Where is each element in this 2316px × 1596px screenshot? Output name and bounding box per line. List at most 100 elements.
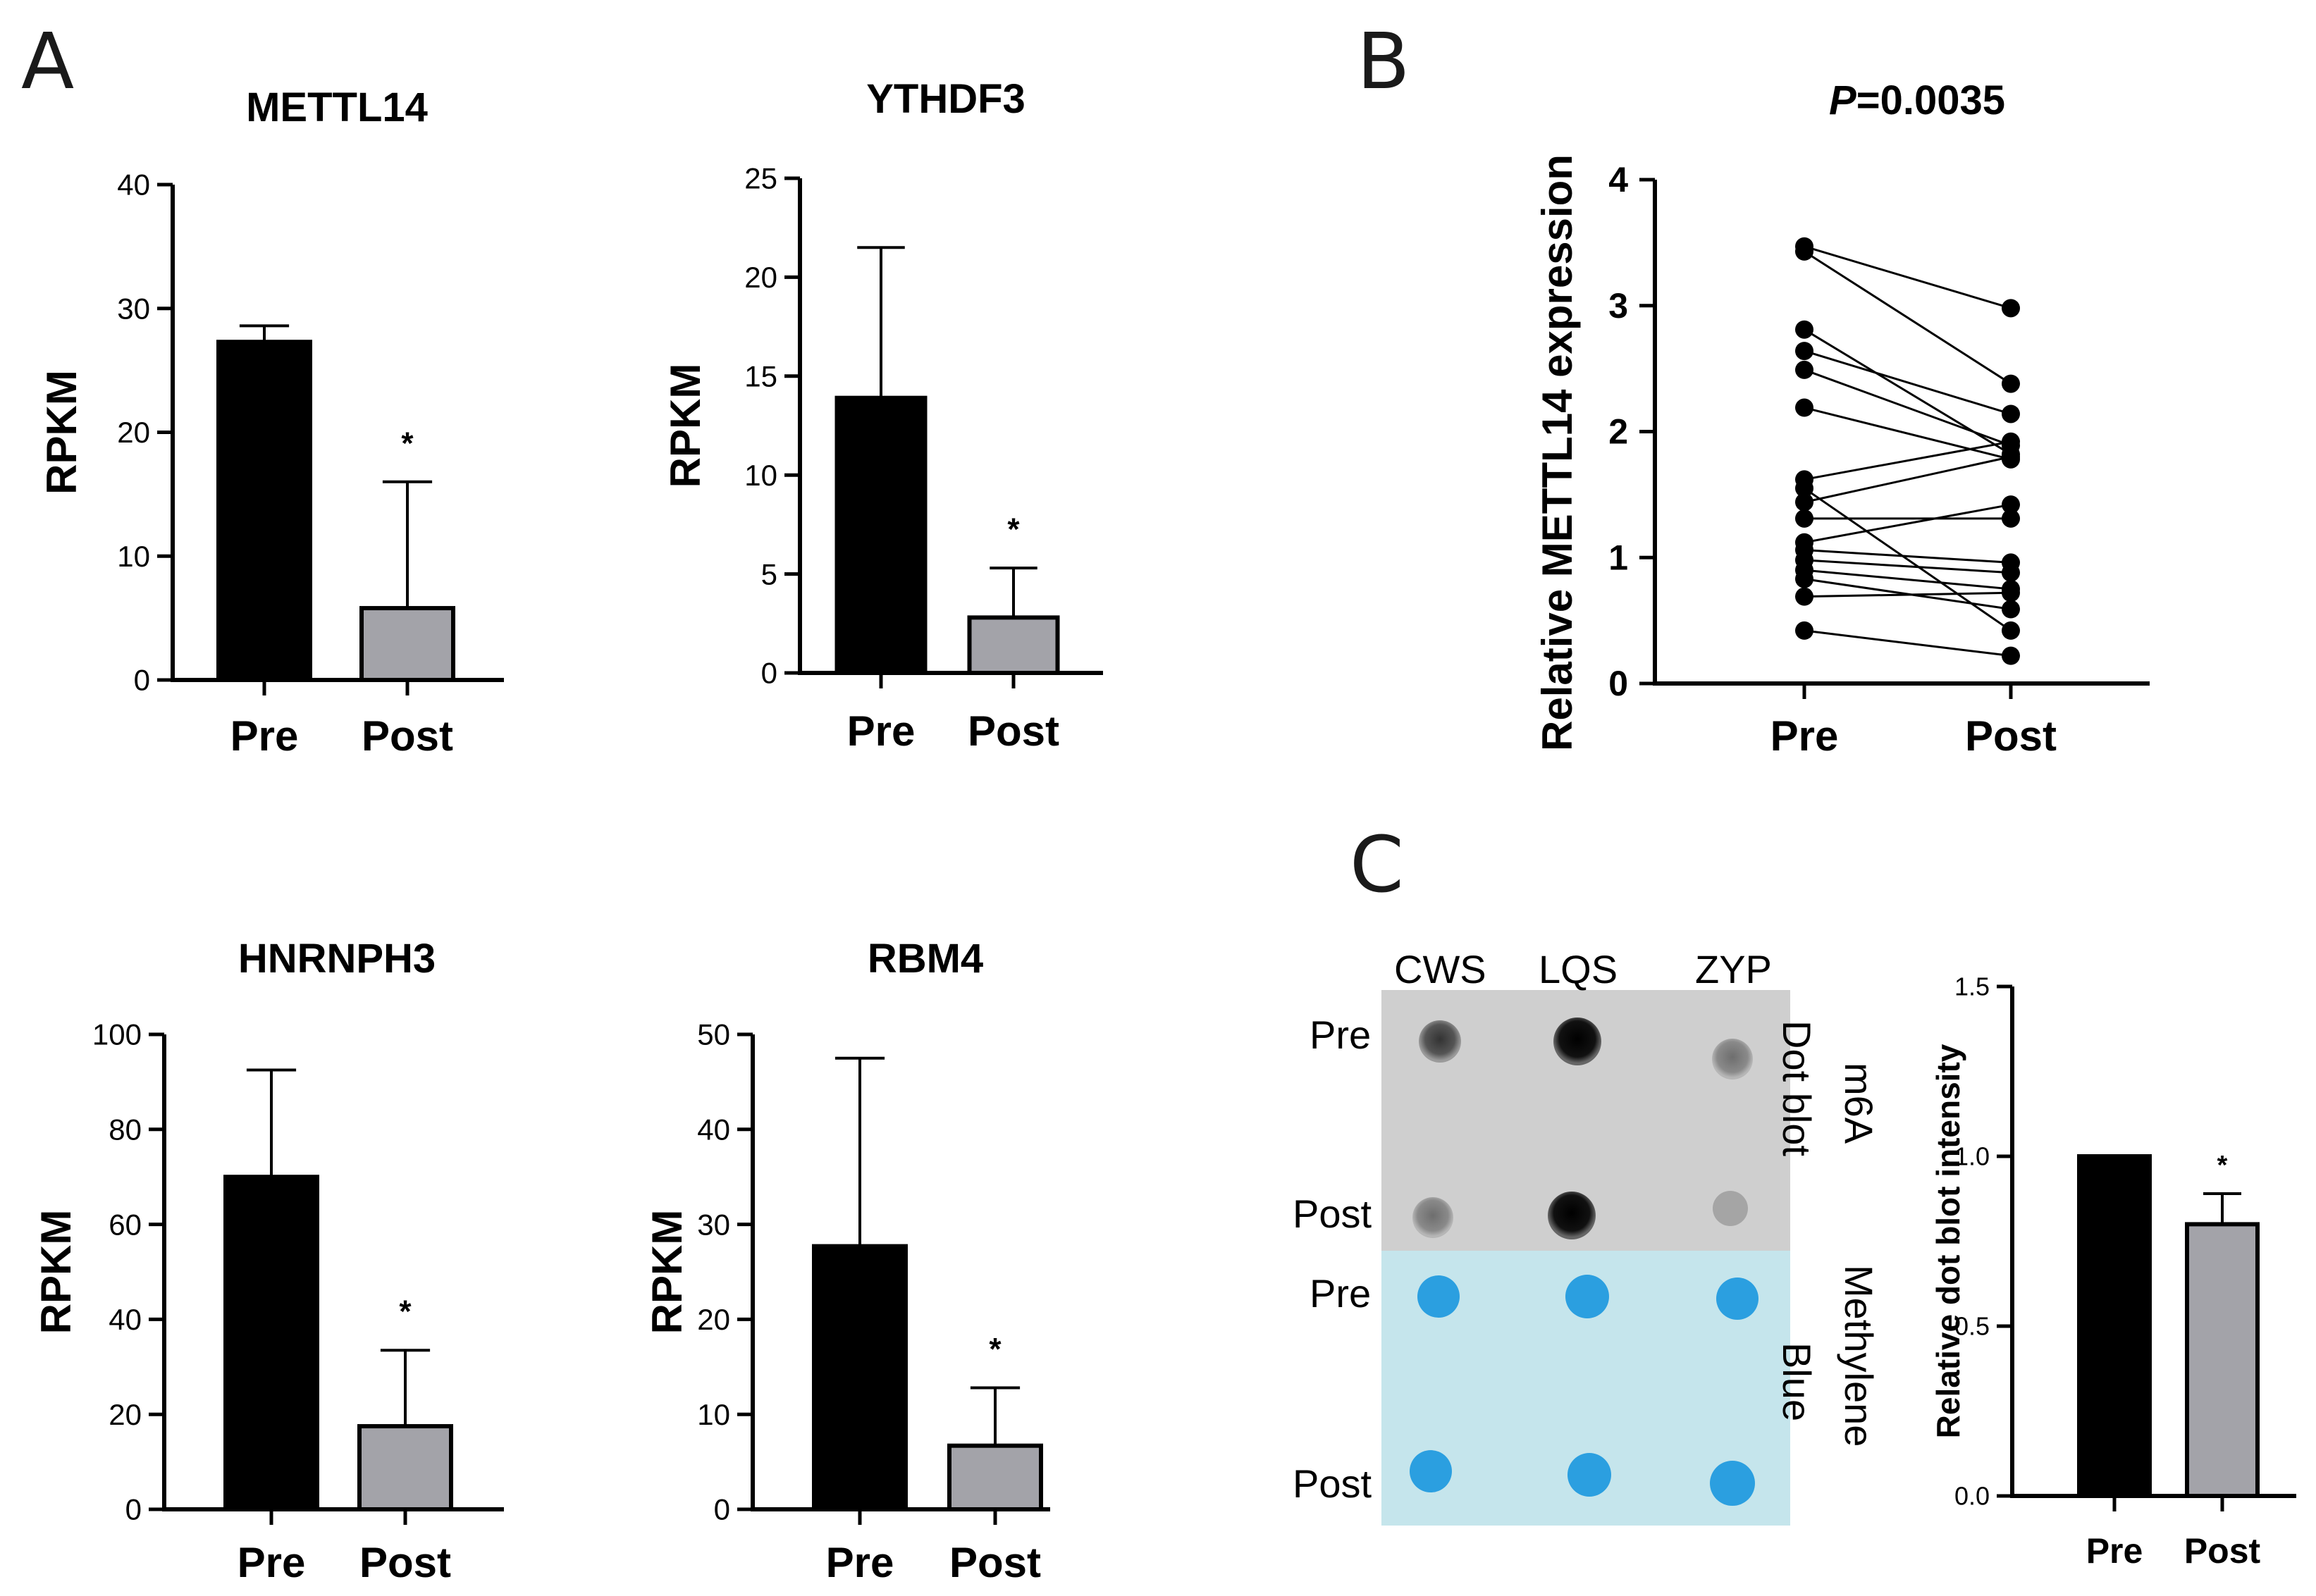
- pair-line: [1804, 559, 2012, 574]
- point-post: [2002, 621, 2020, 640]
- y-tick-label: 0: [1608, 664, 1628, 703]
- row-label-pre-m6a: Pre: [1310, 1013, 1371, 1057]
- pair-line: [1804, 440, 2012, 481]
- point-post: [2002, 299, 2020, 318]
- x-tick-label-pre: Pre: [826, 1539, 894, 1586]
- point-pre: [1795, 242, 1813, 261]
- point-pre: [1795, 478, 1813, 497]
- point-pre: [1795, 621, 1813, 640]
- x-tick-label-pre: Pre: [2086, 1531, 2143, 1571]
- point-pre: [1795, 509, 1813, 528]
- y-tick-label: 20: [117, 416, 150, 449]
- pair-line: [1804, 369, 2012, 447]
- y-axis-label: RPKM: [662, 364, 709, 488]
- point-pre: [1795, 569, 1813, 588]
- pair-line: [1804, 250, 2012, 385]
- pair-line: [1804, 629, 2012, 657]
- chart-title: HNRNPH3: [238, 936, 436, 982]
- pair-line: [1804, 591, 2012, 598]
- y-tick-label: 10: [117, 540, 150, 573]
- blot-dot-mb-post-zyp: [1710, 1461, 1755, 1506]
- point-post: [2002, 374, 2020, 393]
- blot-dot-mb-pre-lqs: [1565, 1275, 1609, 1318]
- y-tick-label: 100: [92, 1018, 142, 1051]
- point-post: [2002, 495, 2020, 514]
- sample-label-lqs: LQS: [1539, 947, 1618, 991]
- bar-post: [967, 615, 1060, 675]
- y-tick-label: 0: [134, 664, 150, 697]
- y-tick-label: 1: [1608, 538, 1628, 577]
- blot-dot-m6a-pre-cws: [1419, 1020, 1461, 1063]
- blot-dot-m6a-pre-lqs: [1553, 1017, 1601, 1065]
- bar-pre: [2077, 1154, 2152, 1498]
- point-post: [2002, 646, 2020, 665]
- blot-dot-mb-post-lqs: [1567, 1453, 1611, 1497]
- bar-pre: [216, 340, 312, 682]
- y-axis-label: RPKM: [32, 1210, 80, 1335]
- bar-post: [359, 606, 455, 682]
- point-post: [2002, 583, 2020, 602]
- chart-dot-blot-intensity: Relative dot blot intensity 0.0 0.5 1.0 1.5 P…: [1930, 972, 2296, 1571]
- row-label-post-mb: Post: [1293, 1461, 1372, 1506]
- panel-label-a: A: [21, 16, 74, 106]
- significance-star: *: [2217, 1151, 2228, 1180]
- pair-line: [1804, 407, 2012, 461]
- pair-line: [1804, 549, 2012, 564]
- pair-line: [1804, 349, 2012, 415]
- y-tick-label: 30: [697, 1208, 730, 1241]
- y-tick-label: 10: [697, 1398, 730, 1431]
- sample-label-zyp: ZYP: [1695, 947, 1772, 991]
- pair-line: [1804, 455, 2012, 504]
- y-tick-label: 40: [117, 168, 150, 202]
- significance-star: *: [399, 1294, 412, 1329]
- y-tick-label: 60: [109, 1208, 142, 1241]
- side-label-methylene: Methylene: [1837, 1265, 1881, 1447]
- y-tick-label: 5: [761, 557, 777, 590]
- x-tick-label-post: Post: [949, 1539, 1041, 1586]
- bar-post: [2185, 1222, 2260, 1499]
- y-tick-label: 0: [761, 657, 777, 690]
- point-pre: [1795, 398, 1813, 417]
- significance-star: *: [1007, 512, 1020, 547]
- bar-pre: [834, 395, 928, 675]
- panel-label-b: B: [1357, 16, 1410, 106]
- x-tick-label-post: Post: [362, 712, 453, 760]
- chart-title: P=0.0035: [1829, 78, 2005, 123]
- chart-title: RBM4: [868, 936, 983, 982]
- blot-dot-m6a-pre-zyp: [1712, 1039, 1753, 1080]
- chart-title: YTHDF3: [866, 76, 1025, 122]
- dot-blot-image: CWS LQS ZYP Pre Post Pre Post m6A Dot bl…: [1293, 947, 1881, 1526]
- y-tick-label: 80: [109, 1113, 142, 1146]
- y-tick-label: 0: [714, 1493, 730, 1526]
- blot-dot-m6a-post-zyp: [1713, 1191, 1748, 1226]
- blot-dot-mb-pre-zyp: [1716, 1278, 1758, 1320]
- x-tick-label-post: Post: [2184, 1531, 2261, 1571]
- point-pre: [1795, 320, 1813, 339]
- x-tick-label-pre: Pre: [847, 707, 916, 755]
- y-tick-label: 4: [1608, 160, 1628, 199]
- blot-dot-mb-pre-cws: [1417, 1275, 1460, 1318]
- x-tick-label-pre: Pre: [238, 1539, 306, 1586]
- y-tick-label: 50: [697, 1018, 730, 1051]
- y-tick-label: 40: [697, 1113, 730, 1146]
- bar-post: [357, 1424, 453, 1512]
- y-tick-label: 1.0: [1954, 1142, 1990, 1171]
- blot-dot-m6a-post-lqs: [1548, 1192, 1596, 1239]
- bar-post: [947, 1443, 1043, 1512]
- y-axis-label: RPKM: [38, 370, 85, 495]
- x-tick-label-post: Post: [968, 707, 1059, 755]
- panel-label-c: C: [1350, 819, 1404, 910]
- pair-line: [1804, 487, 2012, 632]
- y-axis-label: Relative METTL14 expression: [1534, 154, 1581, 751]
- blot-dot-m6a-post-cws: [1412, 1197, 1453, 1238]
- side-label-dot-blot: Dot blot: [1775, 1020, 1819, 1156]
- point-post: [2002, 509, 2020, 528]
- chart-title: METTL14: [246, 85, 428, 130]
- y-tick-label: 0: [125, 1493, 142, 1526]
- point-post: [2002, 432, 2020, 451]
- title-p-value: =0.0035: [1856, 78, 2005, 123]
- y-tick-label: 0.0: [1954, 1482, 1990, 1511]
- y-tick-label: 25: [744, 162, 777, 195]
- y-tick-label: 3: [1608, 286, 1628, 326]
